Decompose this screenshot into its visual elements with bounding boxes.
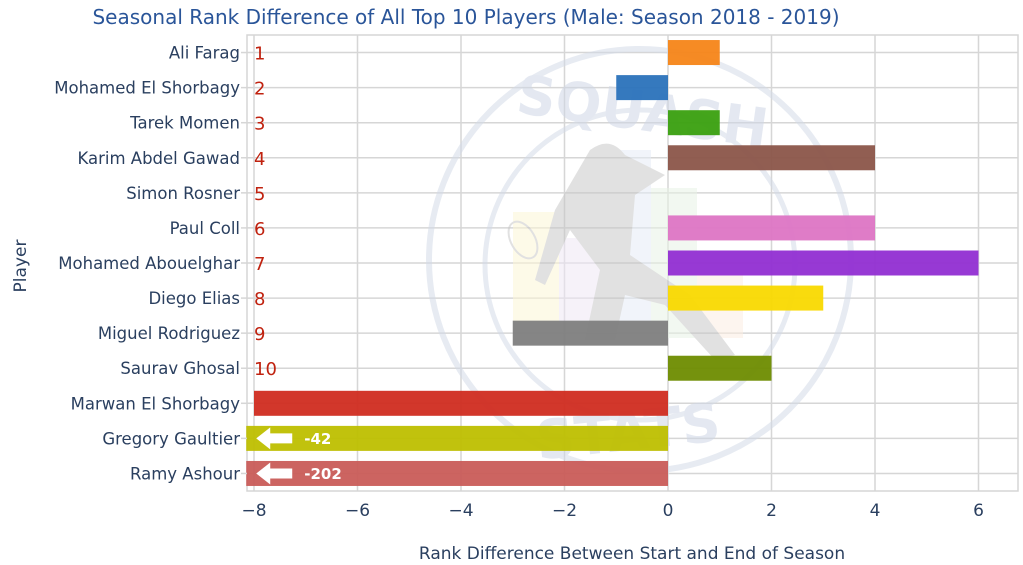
bar (668, 355, 772, 381)
bar-diego-elias (668, 285, 824, 311)
y-tick-label: Paul Coll (170, 219, 240, 238)
rank-labels: 1 2 3 4 5 6 7 8 9 10 (254, 44, 277, 381)
bar (668, 285, 824, 311)
x-axis-title: Rank Difference Between Start and End of… (419, 544, 845, 564)
x-tick-label: 0 (663, 501, 674, 521)
bar-karim-abdel-gawad (668, 145, 875, 171)
y-tick-label: Gregory Gaultier (102, 429, 240, 448)
bar-miguel-rodriguez (512, 320, 668, 346)
bar (668, 40, 720, 66)
bar-marwan-el-shorbagy (254, 390, 668, 416)
bar (668, 110, 720, 136)
bar (254, 390, 668, 416)
y-tick-label: Mohamed El Shorbagy (54, 79, 240, 98)
bar-value-label: -42 (304, 430, 331, 448)
x-tick-label: 2 (766, 501, 777, 521)
chart-title: Seasonal Rank Difference of All Top 10 P… (92, 5, 839, 29)
rank-label: 3 (254, 114, 265, 135)
y-tick-label: Karim Abdel Gawad (77, 149, 240, 168)
y-tick-label: Marwan El Shorbagy (71, 394, 241, 413)
y-tick-label: Diego Elias (148, 289, 240, 308)
x-tick-label: 6 (973, 501, 984, 521)
bar (668, 250, 979, 276)
rank-label: 2 (254, 79, 265, 100)
x-tick-label: −6 (345, 501, 370, 521)
rank-label: 8 (254, 289, 265, 310)
rank-label: 9 (254, 324, 265, 345)
x-tick-label: 4 (870, 501, 881, 521)
rank-label: 1 (254, 44, 265, 65)
x-tick-label: −2 (552, 501, 577, 521)
rank-label: 6 (254, 219, 265, 240)
rank-label: 7 (254, 254, 265, 275)
left-arrow-icon (256, 462, 293, 485)
bar-gregory-gaultier: -42 (246, 425, 669, 451)
bar (616, 75, 668, 101)
x-tick-label: −8 (241, 501, 266, 521)
bars: -42 -202 (246, 40, 979, 486)
bar-tarek-momen (668, 110, 720, 136)
bar-saurav-ghosal (668, 355, 772, 381)
squash-racket-icon (507, 220, 539, 260)
bar (668, 145, 875, 171)
x-axis-tick-labels: −8 −6 −4 −2 0 2 4 6 (241, 501, 983, 521)
y-tick-label: Saurav Ghosal (120, 359, 240, 378)
bar-ali-farag (668, 40, 720, 66)
y-tick-label: Mohamed Abouelghar (58, 254, 240, 273)
rank-label: 4 (254, 149, 265, 170)
bar-mohamed-abouelghar (668, 250, 979, 276)
y-tick-label: Miguel Rodriguez (98, 324, 240, 343)
y-tick-label: Ramy Ashour (130, 464, 240, 483)
bar (668, 215, 875, 241)
bar (512, 320, 668, 346)
bar-paul-coll (668, 215, 875, 241)
bar (246, 460, 669, 486)
bar (246, 425, 669, 451)
x-tick-label: −4 (448, 501, 473, 521)
y-tick-label: Tarek Momen (129, 114, 240, 133)
rank-label: 10 (254, 359, 277, 380)
left-arrow-icon (256, 427, 293, 450)
rank-label: 5 (254, 184, 265, 205)
y-tick-label: Ali Farag (169, 44, 240, 63)
y-tick-label: Simon Rosner (126, 184, 240, 203)
bar-mohamed-el-shorbagy (616, 75, 668, 101)
bar-value-label: -202 (304, 465, 342, 483)
y-axis-title: Player (11, 240, 31, 293)
bar-ramy-ashour: -202 (246, 460, 669, 486)
y-axis-tick-labels: Ali Farag Mohamed El Shorbagy Tarek Momen K… (54, 44, 247, 483)
